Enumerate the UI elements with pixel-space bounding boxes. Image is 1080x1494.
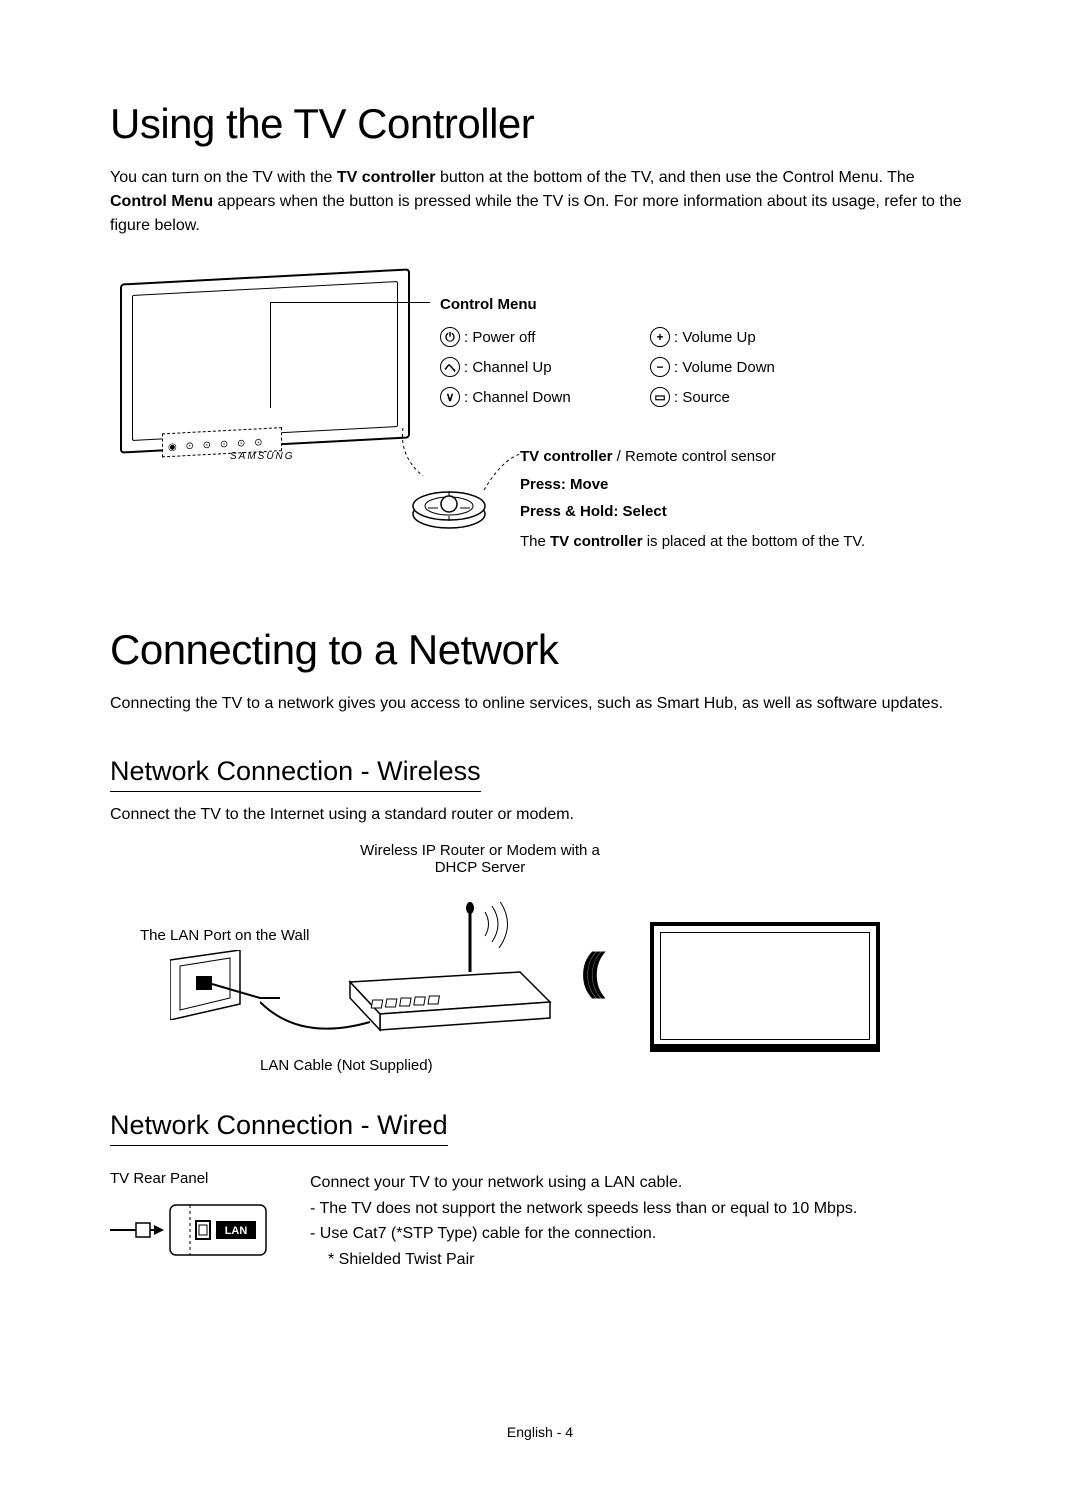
rear-panel-label: TV Rear Panel: [110, 1170, 270, 1187]
wired-bullet-1: The TV does not support the network spee…: [310, 1196, 970, 1222]
menu-power-off: ⏻: Power off: [440, 322, 650, 352]
intro-text: button at the bottom of the TV, and then…: [436, 169, 915, 186]
wired-title: Network Connection - Wired: [110, 1110, 448, 1146]
leader-dashed: [395, 426, 435, 486]
wired-section: Network Connection - Wired TV Rear Panel…: [110, 1110, 970, 1272]
intro-text: You can turn on the TV with the: [110, 169, 337, 186]
lan-cable-label: LAN Cable (Not Supplied): [260, 1057, 433, 1074]
minus-icon: −: [650, 357, 670, 377]
label: : Source: [674, 389, 730, 406]
t: / Remote control sensor: [613, 448, 776, 465]
menu-volume-up: +: Volume Up: [650, 322, 860, 352]
rear-panel-illustration: LAN: [110, 1201, 270, 1263]
menu-source: ▭: Source: [650, 382, 860, 412]
label: : Power off: [464, 329, 535, 346]
label: : Volume Down: [674, 359, 775, 376]
section2-title: Connecting to a Network: [110, 626, 970, 674]
controller-line3: Press & Hold: Select: [520, 499, 865, 525]
controller-line1: TV controller / Remote control sensor: [520, 444, 865, 470]
leader-dashed: [482, 452, 522, 492]
wireless-intro: Connect the TV to the Internet using a s…: [110, 806, 970, 824]
menu-channel-down: ∨: Channel Down: [440, 382, 650, 412]
router-label: Wireless IP Router or Modem with a DHCP …: [350, 842, 610, 876]
b: TV controller: [520, 448, 613, 465]
control-menu-label: Control Menu: [440, 296, 537, 313]
b: TV controller: [550, 533, 643, 550]
tv-inner: [132, 281, 398, 441]
label: : Volume Up: [674, 329, 756, 346]
menu-volume-down: −: Volume Down: [650, 352, 860, 382]
chevron-up-icon: ヘ: [440, 357, 460, 377]
intro-text: appears when the button is pressed while…: [110, 193, 962, 234]
power-icon: ⏻: [440, 327, 460, 347]
controller-text-block: TV controller / Remote control sensor Pr…: [520, 444, 865, 554]
leader-line: [270, 303, 271, 408]
wireless-figure: Wireless IP Router or Modem with a DHCP …: [110, 842, 970, 1082]
tv-outline: ◉ ⊙ ⊙ ⊙ ⊙ ⊙: [120, 268, 410, 453]
leader-line: [270, 302, 430, 303]
page-footer: English - 4: [0, 1424, 1080, 1440]
wall-port-label: The LAN Port on the Wall: [140, 927, 310, 944]
tv-screen: [660, 932, 870, 1040]
samsung-logo: SAMSUNG: [230, 451, 295, 462]
intro-b2: Control Menu: [110, 193, 213, 210]
section2-intro: Connecting the TV to a network gives you…: [110, 692, 970, 716]
section1-intro: You can turn on the TV with the TV contr…: [110, 166, 970, 238]
tv-controller-figure: ◉ ⊙ ⊙ ⊙ ⊙ ⊙ SAMSUNG Control Menu ⏻: Powe…: [110, 266, 970, 566]
wireless-title: Network Connection - Wireless: [110, 756, 481, 792]
tv-illustration: [650, 922, 880, 1052]
section1-title: Using the TV Controller: [110, 100, 970, 148]
lan-badge: LAN: [225, 1225, 248, 1237]
control-menu-grid: ⏻: Power off +: Volume Up ヘ: Channel Up …: [440, 322, 860, 412]
plus-icon: +: [650, 327, 670, 347]
label: : Channel Up: [464, 359, 552, 376]
wired-bullet-2: Use Cat7 (*STP Type) cable for the conne…: [310, 1221, 970, 1247]
rear-panel-block: TV Rear Panel LAN: [110, 1170, 270, 1272]
t: The: [520, 533, 550, 550]
wifi-waves-icon: (((: [580, 942, 594, 1000]
wired-text-block: Connect your TV to your network using a …: [310, 1170, 970, 1272]
wired-intro: Connect your TV to your network using a …: [310, 1170, 970, 1196]
t: is placed at the bottom of the TV.: [643, 533, 866, 550]
controller-line4: The TV controller is placed at the botto…: [520, 529, 865, 555]
chevron-down-icon: ∨: [440, 387, 460, 407]
wired-note: * Shielded Twist Pair: [310, 1247, 970, 1273]
source-icon: ▭: [650, 387, 670, 407]
router-illustration: [340, 902, 560, 1032]
label: : Channel Down: [464, 389, 571, 406]
controller-line2: Press: Move: [520, 472, 865, 498]
menu-channel-up: ヘ: Channel Up: [440, 352, 650, 382]
intro-b1: TV controller: [337, 169, 436, 186]
